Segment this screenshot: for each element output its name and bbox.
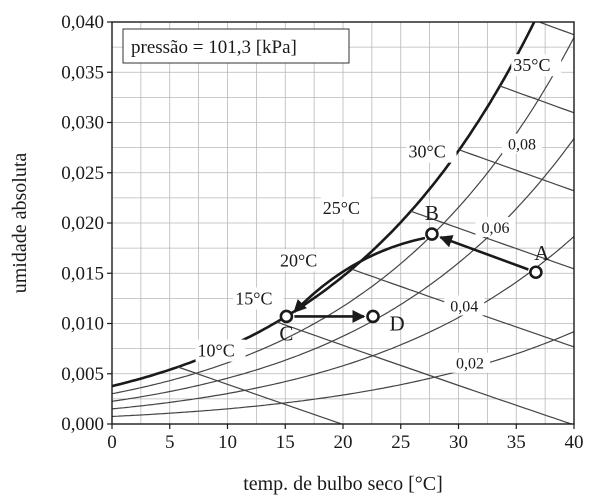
x-tick-label: 40 [565,432,584,453]
relative-humidity-curve [112,236,574,410]
state-point-c [279,309,294,324]
saturation-label-background [278,249,328,272]
y-tick-label: 0,025 [61,163,104,184]
x-tick-label: 10 [218,432,237,453]
relative-humidity-curve [112,37,574,395]
x-tick-label: 15 [276,432,295,453]
enthalpy-line [537,22,574,36]
state-point-label: B [425,201,439,225]
state-point-b [425,227,439,241]
relative-humidity-curve [112,331,574,418]
state-point-a [529,265,543,280]
x-tick-label: 0 [107,432,117,453]
enthalpy-line [410,210,574,270]
enthalpy-line [177,366,344,424]
enthalpy-line [351,268,574,348]
enthalpy-line [499,85,574,114]
curves [112,22,574,424]
y-tick-label: 0,000 [61,414,104,435]
axis-ticks: 0 5 10 15 20 25 30 35 40 0,000 0,005 0,010 0,015 0,02… [61,12,583,453]
saturation-label-background [406,140,457,163]
x-tick-label: 35 [507,432,526,453]
process-arrow-b-c [293,236,426,313]
state-point-label: D [389,311,404,335]
x-axis-label: temp. de bulbo seco [°C] [243,473,443,495]
x-tick-label: 30 [449,432,468,453]
saturation-label-background [511,54,562,77]
saturation-label-background [195,339,246,362]
enthalpy-label: 0,08 [508,137,536,154]
saturation-label: 10°C [198,341,235,361]
enthalpy-label-background [450,352,491,373]
annotation-box: pressão = 101,3 [kPa] [122,28,350,64]
state-point-label: A [534,241,550,265]
annotation-box-frame [122,28,350,64]
saturation-label: 15°C [235,288,272,308]
saturation-label-background [320,196,371,219]
x-tick-label: 5 [165,432,175,453]
process-arrows [293,235,529,323]
enthalpy-label: 0,02 [456,356,484,373]
y-tick-label: 0,015 [61,263,104,284]
y-tick-label: 0,035 [61,62,104,83]
saturation-label: 25°C [323,198,360,218]
saturation-curve [112,22,536,388]
y-tick-label: 0,010 [61,314,104,335]
state-point-label: C [279,321,293,345]
process-arrow-a-b [439,235,529,271]
y-tick-label: 0,040 [61,12,104,33]
y-tick-label: 0,020 [61,213,104,234]
enthalpy-line [276,321,574,424]
enthalpy-label: 0,04 [450,298,478,315]
enthalpy-label-background [444,295,485,316]
saturation-label: 35°C [513,55,550,75]
y-tick-label: 0,030 [61,113,104,134]
enthalpy-label-background [475,217,516,238]
enthalpy-label-background [502,133,543,154]
x-tick-label: 25 [391,432,410,453]
saturation-label: 20°C [280,250,317,270]
enthalpy-label: 0,06 [481,220,509,237]
enthalpy-line [458,149,574,192]
pressure-annotation: pressão = 101,3 [kPa] [131,37,297,58]
curve-labels: 10°C 15°C 20°C 25°C 30°C 35°C 0,08 0,06 0,04 0,02 [195,54,562,373]
state-point-d [366,309,380,324]
y-axis-label: umidade absoluta [9,153,31,294]
y-tick-label: 0,005 [61,364,104,385]
state-points: A B C D [279,201,550,345]
x-tick-label: 20 [334,432,353,453]
saturation-label-background [233,287,284,310]
saturation-label: 30°C [409,142,446,162]
